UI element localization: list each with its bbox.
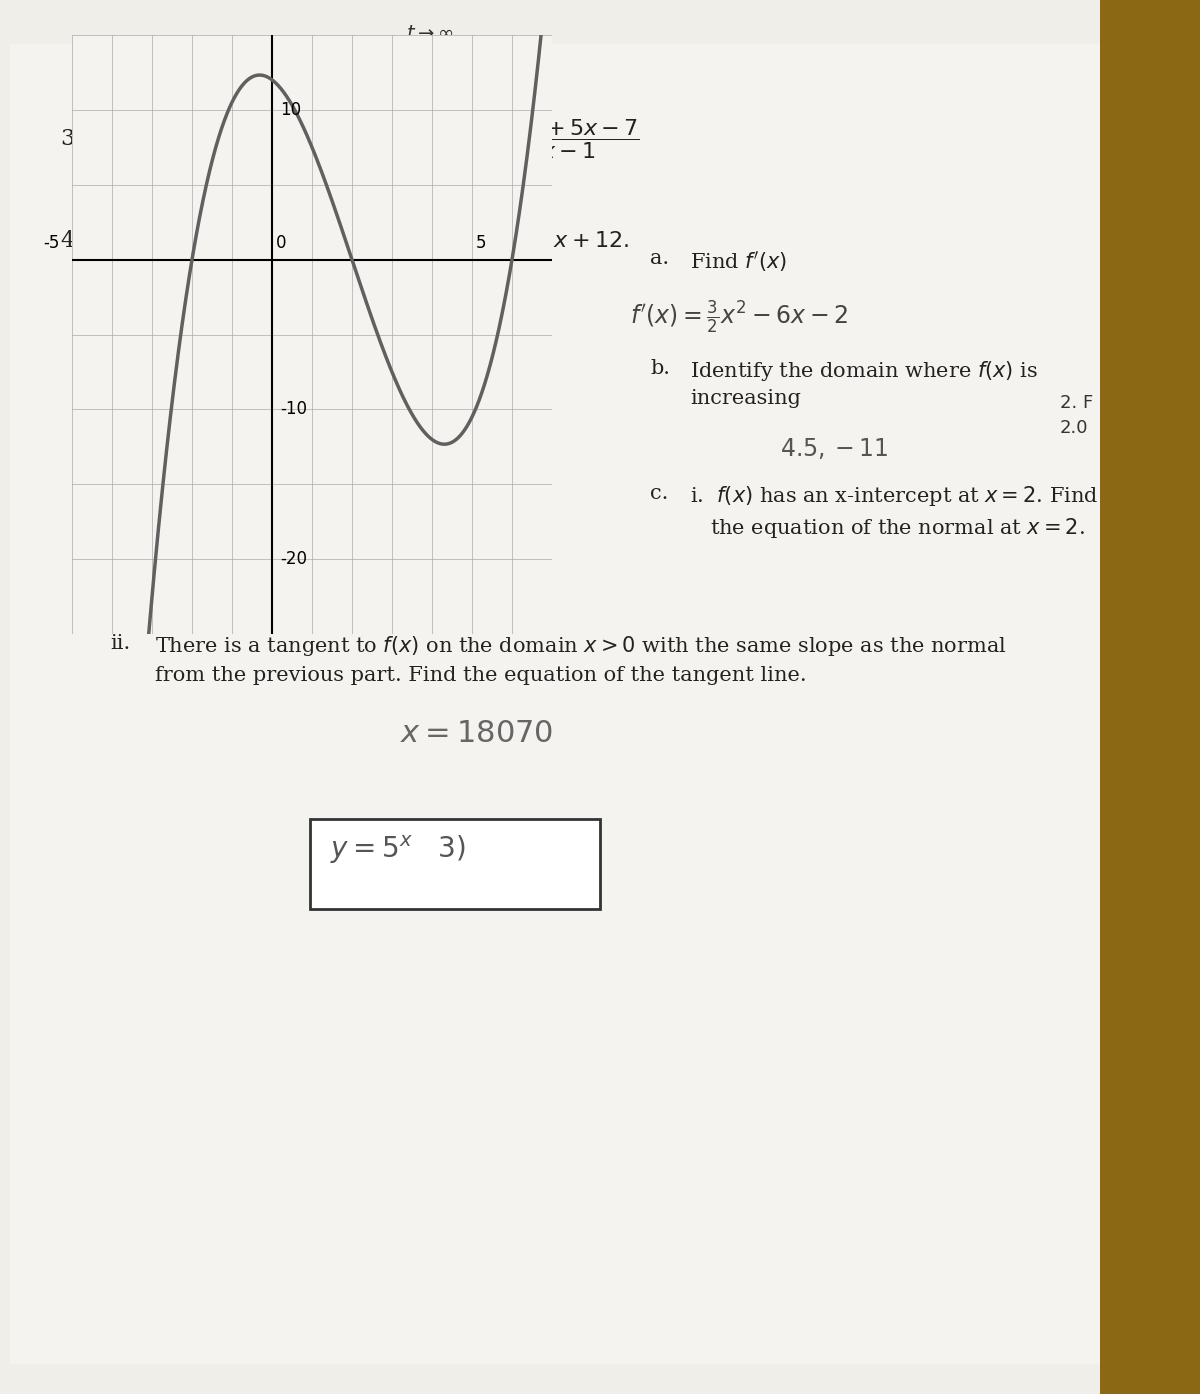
- Text: There is a tangent to $f(x)$ on the domain $x > 0$ with the same slope as the no: There is a tangent to $f(x)$ on the doma…: [155, 634, 1007, 658]
- Text: increasing: increasing: [690, 389, 800, 408]
- Text: ii.: ii.: [110, 634, 131, 652]
- Text: a.: a.: [650, 250, 670, 268]
- Text: 10: 10: [280, 100, 301, 118]
- FancyBboxPatch shape: [10, 45, 1140, 1363]
- Text: -5: -5: [43, 234, 60, 252]
- Text: $x=18070$: $x=18070$: [400, 719, 553, 749]
- Text: $4.5, -11$: $4.5, -11$: [780, 436, 888, 461]
- Text: from the previous part. Find the equation of the tangent line.: from the previous part. Find the equatio…: [155, 666, 806, 684]
- FancyBboxPatch shape: [1100, 0, 1200, 1394]
- Text: $y=5^x$   $3)$: $y=5^x$ $3)$: [330, 834, 466, 867]
- Text: 2. F: 2. F: [1060, 395, 1093, 413]
- Text: -10: -10: [280, 400, 307, 418]
- Text: 2.0: 2.0: [1060, 420, 1088, 436]
- Text: 0: 0: [276, 234, 287, 252]
- Text: 5: 5: [476, 234, 486, 252]
- Text: 4.  Below is the graph of $f(x) = \frac{1}{2}x^3 - 3x^2 - 2x + 12.$: 4. Below is the graph of $f(x) = \frac{1…: [60, 224, 629, 259]
- Text: c.: c.: [650, 484, 668, 503]
- Text: $f'(x)=\frac{3}{2}x^2-6x-2$: $f'(x)=\frac{3}{2}x^2-6x-2$: [630, 298, 848, 336]
- Text: Identify the domain where $f(x)$ is: Identify the domain where $f(x)$ is: [690, 360, 1038, 383]
- Text: Find $f'(x)$: Find $f'(x)$: [690, 250, 787, 275]
- Text: the equation of the normal at $x = 2$.: the equation of the normal at $x = 2$.: [710, 516, 1085, 539]
- Text: 3.  Find the value of the expression $\lim_{h\to2}\dfrac{2x^2+5x-7}{x-1}$: 3. Find the value of the expression $\li…: [60, 114, 640, 164]
- Text: b.: b.: [650, 360, 670, 378]
- Text: $t\to\infty$: $t\to\infty$: [406, 24, 454, 43]
- Text: i.  $f(x)$ has an x-intercept at $x = 2$. Find: i. $f(x)$ has an x-intercept at $x = 2$.…: [690, 484, 1098, 507]
- Text: -20: -20: [280, 551, 307, 569]
- FancyBboxPatch shape: [310, 820, 600, 909]
